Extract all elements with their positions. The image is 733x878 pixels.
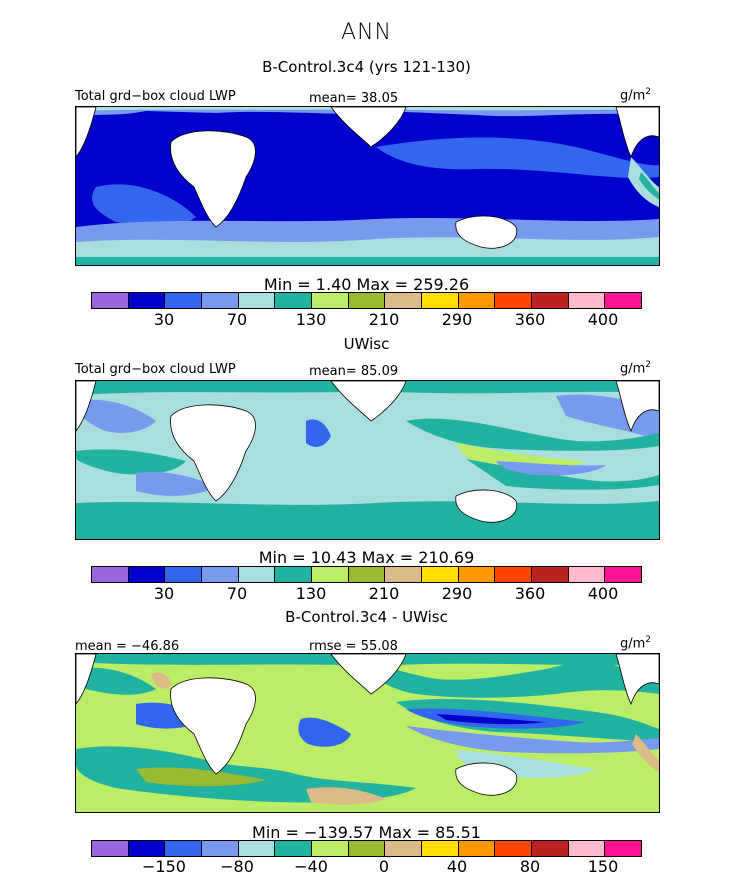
colorbar-swatch (92, 567, 129, 582)
colorbar-tick: 290 (441, 310, 473, 329)
panel-1-mean-label: mean= 38.05 (309, 91, 399, 106)
colorbar-swatch (458, 841, 496, 856)
panel-1-variable-label: Total grd−box cloud LWP (75, 89, 236, 104)
colorbar-swatch (495, 567, 533, 582)
colorbar-swatch (165, 841, 203, 856)
panel-1-units: g/m2 (620, 87, 652, 104)
colorbar-swatch (92, 293, 129, 308)
colorbar-tick: 360 (514, 310, 546, 329)
colorbar-swatch (385, 293, 423, 308)
colorbar-tick: 30 (153, 584, 175, 603)
colorbar-swatch (532, 841, 569, 856)
panel-2-title: UWisc (343, 335, 390, 353)
panel-2-map (75, 380, 660, 540)
colorbar-tick: −40 (294, 857, 328, 876)
colorbar-swatch (605, 293, 642, 308)
panel-1-colorbar-ticks: 30 70 130 210 290 360 400 (91, 310, 640, 330)
colorbar-swatch (312, 567, 349, 582)
colorbar-swatch (605, 841, 642, 856)
panel-3-mean-label: mean = −46.86 (75, 639, 180, 654)
colorbar-swatch (238, 841, 276, 856)
colorbar-swatch (275, 841, 313, 856)
colorbar-swatch (568, 841, 606, 856)
colorbar-swatch (202, 293, 239, 308)
colorbar-swatch (128, 841, 166, 856)
panel-2-variable-label: Total grd−box cloud LWP (75, 362, 236, 377)
colorbar-swatch (165, 293, 203, 308)
colorbar-tick: −150 (142, 857, 186, 876)
colorbar-swatch (348, 841, 386, 856)
colorbar-swatch (422, 841, 459, 856)
colorbar-swatch (532, 293, 569, 308)
figure-title: ANN (341, 20, 392, 45)
panel-1-minmax: Min = 1.40 Max = 259.26 (263, 275, 470, 294)
colorbar-tick: 30 (153, 310, 175, 329)
panel-3-title: B-Control.3c4 - UWisc (285, 608, 448, 626)
colorbar-swatch (165, 567, 203, 582)
colorbar-swatch (92, 841, 129, 856)
colorbar-tick: 150 (587, 857, 619, 876)
colorbar-swatch (128, 293, 166, 308)
colorbar-tick: 70 (226, 310, 248, 329)
panel-2-colorbar (91, 566, 642, 583)
colorbar-swatch (312, 293, 349, 308)
colorbar-swatch (532, 567, 569, 582)
panel-3-colorbar (91, 840, 642, 857)
colorbar-tick: 80 (519, 857, 541, 876)
colorbar-swatch (275, 293, 313, 308)
colorbar-swatch (495, 293, 533, 308)
colorbar-swatch (495, 841, 533, 856)
colorbar-tick: 130 (295, 310, 327, 329)
colorbar-swatch (348, 293, 386, 308)
colorbar-tick: −80 (220, 857, 254, 876)
colorbar-swatch (202, 567, 239, 582)
colorbar-swatch (202, 841, 239, 856)
colorbar-swatch (458, 567, 496, 582)
colorbar-swatch (568, 567, 606, 582)
panel-1-map (75, 106, 660, 266)
colorbar-swatch (275, 567, 313, 582)
colorbar-swatch (348, 567, 386, 582)
colorbar-swatch (238, 293, 276, 308)
panel-1-colorbar (91, 292, 642, 309)
colorbar-swatch (422, 293, 459, 308)
colorbar-tick: 290 (441, 584, 473, 603)
panel-2-units: g/m2 (620, 360, 652, 377)
colorbar-swatch (605, 567, 642, 582)
colorbar-swatch (458, 293, 496, 308)
panel-3-colorbar-ticks: −150 −80 −40 0 40 80 150 (91, 857, 640, 877)
colorbar-swatch (128, 567, 166, 582)
colorbar-tick: 130 (295, 584, 327, 603)
colorbar-swatch (385, 567, 423, 582)
panel-3-map (75, 653, 660, 813)
colorbar-swatch (312, 841, 349, 856)
panel-3-rmse-label: rmse = 55.08 (309, 639, 398, 654)
colorbar-tick: 210 (368, 310, 400, 329)
colorbar-tick: 360 (514, 584, 546, 603)
panel-2-mean-label: mean= 85.09 (309, 364, 399, 379)
panel-3-minmax: Min = −139.57 Max = 85.51 (252, 823, 481, 842)
colorbar-swatch (385, 841, 423, 856)
colorbar-tick: 400 (587, 584, 619, 603)
colorbar-tick: 70 (226, 584, 248, 603)
colorbar-tick: 400 (587, 310, 619, 329)
colorbar-swatch (422, 567, 459, 582)
colorbar-tick: 0 (378, 857, 390, 876)
panel-2-minmax: Min = 10.43 Max = 210.69 (258, 548, 475, 567)
colorbar-tick: 210 (368, 584, 400, 603)
colorbar-swatch (568, 293, 606, 308)
panel-1-title: B-Control.3c4 (yrs 121-130) (262, 58, 471, 76)
panel-2-colorbar-ticks: 30 70 130 210 290 360 400 (91, 584, 640, 604)
panel-3-units: g/m2 (620, 635, 652, 652)
colorbar-swatch (238, 567, 276, 582)
colorbar-tick: 40 (446, 857, 468, 876)
